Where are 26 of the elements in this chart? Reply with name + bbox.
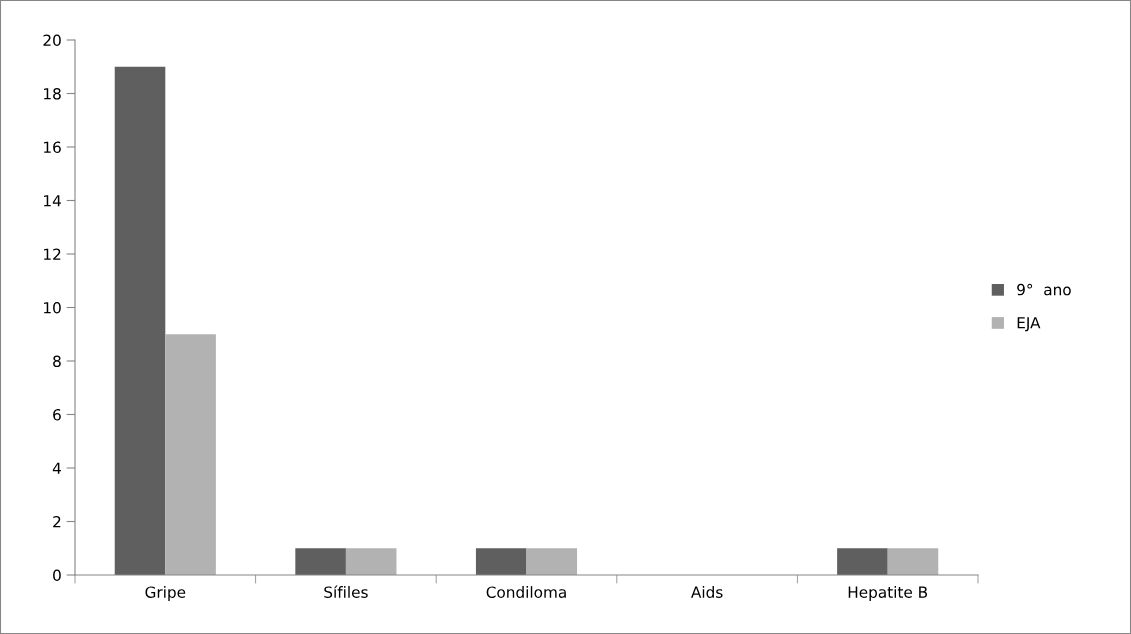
y-tick-label: 12 [44, 248, 61, 260]
bar [887, 548, 939, 575]
y-tick-label: 2 [53, 515, 61, 528]
bar [345, 548, 397, 575]
bar [837, 548, 888, 575]
y-tick-label: 4 [52, 462, 61, 474]
legend-label: EJA [1017, 317, 1041, 332]
y-tick-label: 8 [53, 355, 61, 368]
y-tick-label: 20 [43, 34, 61, 47]
y-tick-label: 16 [44, 141, 61, 154]
x-tick-label: Sífiles [324, 585, 368, 598]
x-tick-label: Aids [691, 586, 723, 598]
bar [295, 548, 346, 575]
legend-label: 9° ano [1017, 283, 1071, 296]
y-tick-label: 14 [44, 195, 61, 207]
bar [114, 66, 166, 575]
y-tick-label: 10 [44, 301, 61, 314]
y-tick-label: 0 [53, 569, 61, 582]
y-tick-label: 6 [53, 408, 61, 421]
y-tick-label: 18 [44, 87, 61, 100]
x-tick-label: Gripe [145, 586, 186, 601]
bar [165, 334, 216, 575]
bar [526, 548, 578, 575]
x-tick-label: Hepatite B [848, 586, 928, 601]
bar [475, 548, 527, 575]
x-tick-label: Condiloma [486, 586, 566, 598]
